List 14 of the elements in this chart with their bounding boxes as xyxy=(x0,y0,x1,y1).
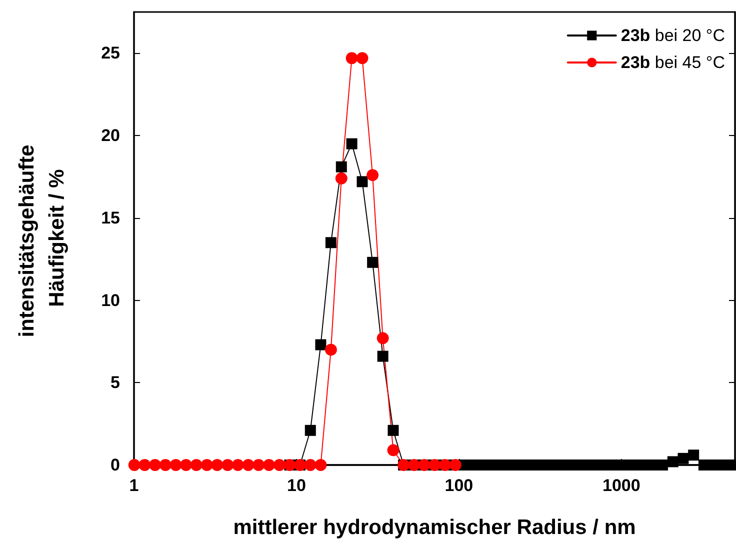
y-tick-label: 0 xyxy=(110,456,120,474)
x-tick-label: 10 xyxy=(287,476,306,495)
y-tick-label: 15 xyxy=(101,208,120,228)
x-axis-title: mittlerer hydrodynamischer Radius / nm xyxy=(233,516,636,539)
y-tick-label: 25 xyxy=(101,44,120,63)
x-tick-label: 100 xyxy=(444,476,474,495)
y-tick-label: 5 xyxy=(110,373,120,392)
x-tick-label: 1000 xyxy=(602,476,640,495)
x-tick-label: 1 xyxy=(129,476,139,495)
legend-label: 23b bei 20 °C xyxy=(620,26,726,45)
y-axis-title: intensitätsgehäufte Häufigkeit / % xyxy=(16,138,68,338)
y-tick-label: 20 xyxy=(101,126,120,146)
legend-label: 23b bei 45 °C xyxy=(620,53,726,72)
y-tick-label: 10 xyxy=(101,290,120,310)
